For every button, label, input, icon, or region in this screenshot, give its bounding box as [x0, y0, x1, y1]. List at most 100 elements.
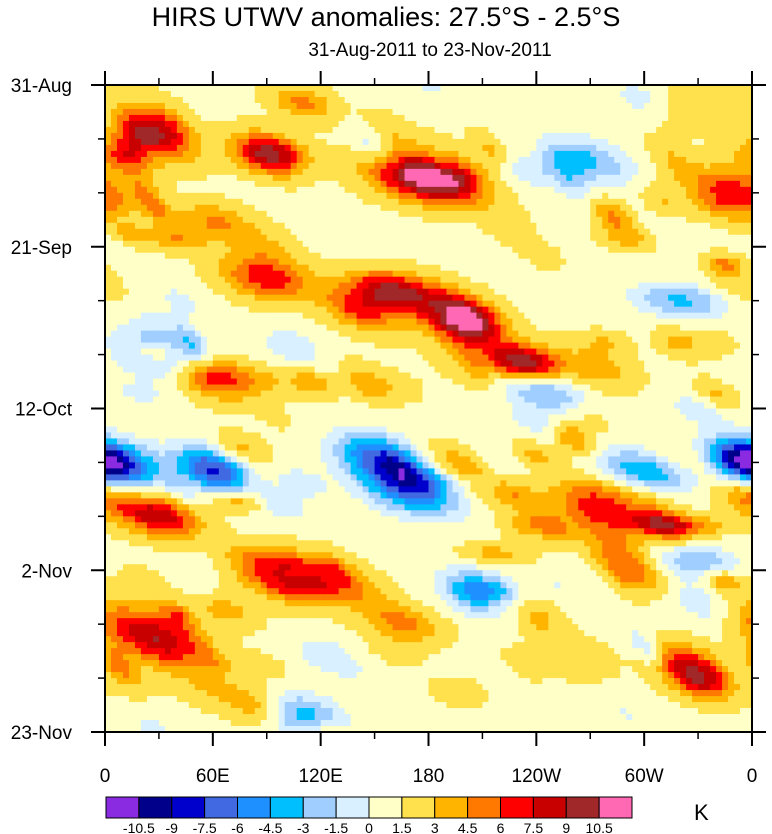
field-cell [230, 162, 238, 170]
field-cell [548, 210, 555, 218]
field-cell [386, 150, 394, 158]
field-cell [722, 264, 729, 272]
field-cell [140, 228, 148, 236]
field-cell [638, 348, 645, 356]
field-cell [734, 240, 741, 248]
field-cell [110, 174, 118, 182]
field-cell [674, 228, 681, 236]
field-cell [662, 85, 669, 92]
field-cell [248, 144, 256, 152]
field-cell [188, 300, 196, 308]
field-cell [578, 85, 585, 92]
field-cell [740, 168, 747, 176]
field-cell [584, 144, 591, 152]
field-cell [236, 300, 244, 308]
field-cell [602, 186, 609, 194]
field-cell [662, 180, 669, 188]
field-cell [332, 102, 340, 110]
field-cell [410, 85, 418, 92]
field-cell [620, 258, 627, 266]
field-cell [566, 192, 573, 200]
field-cell [464, 252, 472, 260]
field-cell [602, 138, 609, 146]
field-cell [704, 294, 711, 302]
field-cell [194, 108, 202, 116]
field-cell [356, 348, 364, 356]
field-cell [386, 162, 394, 170]
field-cell [284, 246, 292, 254]
field-cell [356, 210, 364, 218]
field-cell [392, 144, 400, 152]
field-cell [716, 132, 723, 140]
field-cell [524, 324, 531, 332]
field-cell [656, 198, 663, 206]
field-cell [380, 276, 388, 284]
field-cell [554, 300, 561, 308]
field-cell [368, 318, 376, 326]
field-cell [452, 108, 460, 116]
field-cell [188, 156, 196, 164]
field-cell [170, 360, 178, 368]
field-cell [542, 264, 549, 272]
field-cell [548, 150, 555, 158]
field-cell [350, 258, 358, 266]
field-cell [176, 276, 184, 284]
field-cell [320, 150, 328, 158]
field-cell [452, 126, 460, 134]
field-cell [668, 108, 675, 116]
field-cell [716, 138, 723, 146]
field-cell [662, 246, 669, 254]
field-cell [716, 306, 723, 314]
field-cell [146, 312, 154, 320]
field-cell [410, 288, 418, 296]
field-cell [506, 300, 513, 308]
field-cell [290, 258, 298, 266]
field-cell [105, 222, 112, 230]
field-cell [476, 234, 484, 242]
field-cell [188, 324, 196, 332]
field-cell [392, 168, 400, 176]
field-cell [212, 342, 220, 350]
field-cell [188, 174, 196, 182]
field-cell [632, 354, 639, 362]
field-cell [554, 246, 561, 254]
field-cell [698, 126, 705, 134]
field-cell [374, 114, 382, 122]
field-cell [614, 336, 621, 344]
field-cell [254, 360, 262, 368]
field-cell [272, 180, 280, 188]
field-cell [374, 234, 382, 242]
field-cell [368, 216, 376, 224]
field-cell [284, 85, 292, 92]
field-cell [554, 156, 561, 164]
field-cell [212, 330, 220, 338]
field-cell [254, 270, 262, 278]
field-cell [326, 156, 334, 164]
field-cell [644, 90, 651, 98]
field-cell [374, 222, 382, 230]
field-cell [218, 354, 226, 362]
field-cell [368, 312, 376, 320]
field-cell [590, 114, 597, 122]
field-cell [656, 288, 663, 296]
field-cell [194, 156, 202, 164]
field-cell [266, 336, 274, 344]
field-cell [722, 354, 729, 362]
field-cell [452, 234, 460, 242]
field-cell [368, 270, 376, 278]
field-cell [632, 174, 639, 182]
field-cell [668, 324, 675, 332]
field-cell [464, 108, 472, 116]
field-cell [164, 132, 172, 140]
field-cell [488, 222, 495, 230]
field-cell [542, 306, 549, 314]
field-cell [512, 174, 519, 182]
field-cell [248, 324, 256, 332]
field-cell [518, 198, 525, 206]
field-cell [458, 210, 466, 218]
field-cell [386, 132, 394, 140]
field-cell [596, 348, 603, 356]
field-cell [440, 264, 448, 272]
field-cell [644, 306, 651, 314]
field-cell [248, 102, 256, 110]
